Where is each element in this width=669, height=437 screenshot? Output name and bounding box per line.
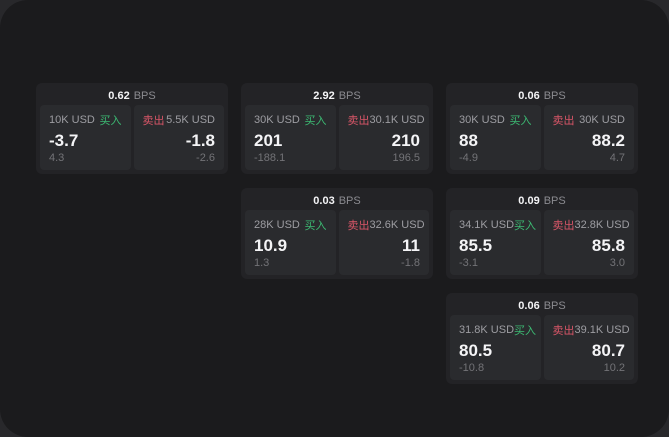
- buy-panel[interactable]: 30K USD 买入 201 -188.1: [245, 105, 336, 170]
- buy-delta: -10.8: [459, 362, 485, 374]
- buy-panel[interactable]: 34.1K USD 买入 85.5 -3.1: [450, 210, 541, 275]
- spread-unit: BPS: [543, 300, 566, 312]
- buy-side-label: 买入: [304, 115, 327, 127]
- quote-card[interactable]: 0.09 BPS 34.1K USD 买入 85.5 -3.1 卖出 32.8K…: [446, 188, 638, 279]
- buy-side-label: 买入: [304, 220, 327, 232]
- spread-value: 0.03: [313, 195, 335, 207]
- buy-amount: 30K USD: [254, 114, 300, 126]
- sell-side-label: 卖出: [552, 220, 575, 232]
- quote-card[interactable]: 0.06 BPS 31.8K USD 买入 80.5 -10.8 卖出 39.1…: [446, 293, 638, 384]
- sell-side-label: 卖出: [347, 220, 370, 232]
- buy-price: 88: [459, 131, 478, 150]
- buy-panel[interactable]: 30K USD 买入 88 -4.9: [450, 105, 541, 170]
- buy-delta: -188.1: [254, 152, 286, 164]
- sell-price: 11: [402, 236, 420, 255]
- quote-card[interactable]: 0.62 BPS 10K USD 买入 -3.7 4.3 卖出 5.5K USD…: [36, 83, 228, 174]
- spread-header: 0.03 BPS: [245, 192, 429, 210]
- sell-panel[interactable]: 卖出 32.8K USD 85.8 3.0: [543, 210, 634, 275]
- sell-panel[interactable]: 卖出 5.5K USD -1.8 -2.6: [133, 105, 224, 170]
- spread-header: 2.92 BPS: [245, 87, 429, 105]
- sell-price: 210: [391, 131, 420, 150]
- spread-value: 0.06: [518, 300, 540, 312]
- sell-panel[interactable]: 卖出 30.1K USD 210 196.5: [338, 105, 429, 170]
- sell-panel[interactable]: 卖出 30K USD 88.2 4.7: [543, 105, 634, 170]
- quote-card[interactable]: 0.03 BPS 28K USD 买入 10.9 1.3 卖出 32.6K US…: [241, 188, 433, 279]
- sell-amount: 32.8K USD: [574, 219, 630, 231]
- sell-delta: 4.7: [609, 152, 625, 164]
- quote-card[interactable]: 0.06 BPS 30K USD 买入 88 -4.9 卖出 30K USD 8…: [446, 83, 638, 174]
- spread-value: 0.09: [518, 195, 540, 207]
- buy-side-label: 买入: [509, 115, 532, 127]
- buy-amount: 30K USD: [459, 114, 505, 126]
- sell-price: 88.2: [591, 131, 625, 150]
- buy-amount: 31.8K USD: [459, 324, 515, 336]
- sell-amount: 39.1K USD: [574, 324, 630, 336]
- buy-delta: -3.1: [459, 257, 478, 269]
- buy-panel[interactable]: 31.8K USD 买入 80.5 -10.8: [450, 315, 541, 380]
- buy-amount: 10K USD: [49, 114, 95, 126]
- buy-side-label: 买入: [99, 115, 122, 127]
- sell-amount: 5.5K USD: [166, 114, 215, 126]
- spread-unit: BPS: [338, 90, 361, 102]
- spread-header: 0.09 BPS: [450, 192, 634, 210]
- spread-value: 0.62: [108, 90, 130, 102]
- buy-amount: 34.1K USD: [459, 219, 515, 231]
- quote-card-grid: 0.62 BPS 10K USD 买入 -3.7 4.3 卖出 5.5K USD…: [36, 83, 638, 384]
- buy-amount: 28K USD: [254, 219, 300, 231]
- spread-value: 0.06: [518, 90, 540, 102]
- spread-header: 0.06 BPS: [450, 297, 634, 315]
- spread-unit: BPS: [543, 90, 566, 102]
- sell-delta: 3.0: [609, 257, 625, 269]
- quote-panels: 10K USD 买入 -3.7 4.3 卖出 5.5K USD -1.8 -2.…: [40, 105, 224, 170]
- sell-amount: 30.1K USD: [369, 114, 425, 126]
- sell-delta: -2.6: [196, 152, 215, 164]
- sell-panel[interactable]: 卖出 32.6K USD 11 -1.8: [338, 210, 429, 275]
- buy-price: 10.9: [254, 236, 288, 255]
- sell-side-label: 卖出: [347, 115, 370, 127]
- sell-price: 80.7: [591, 341, 625, 360]
- sell-delta: 196.5: [392, 152, 420, 164]
- sell-side-label: 卖出: [552, 115, 575, 127]
- buy-price: 85.5: [459, 236, 493, 255]
- sell-amount: 30K USD: [579, 114, 625, 126]
- sell-amount: 32.6K USD: [369, 219, 425, 231]
- spread-unit: BPS: [543, 195, 566, 207]
- sell-panel[interactable]: 卖出 39.1K USD 80.7 10.2: [543, 315, 634, 380]
- quote-card[interactable]: 2.92 BPS 30K USD 买入 201 -188.1 卖出 30.1K …: [241, 83, 433, 174]
- quote-panels: 30K USD 买入 201 -188.1 卖出 30.1K USD 210 1…: [245, 105, 429, 170]
- spread-unit: BPS: [338, 195, 361, 207]
- quote-panels: 34.1K USD 买入 85.5 -3.1 卖出 32.8K USD 85.8…: [450, 210, 634, 275]
- buy-delta: 1.3: [254, 257, 270, 269]
- buy-delta: -4.9: [459, 152, 478, 164]
- buy-panel[interactable]: 28K USD 买入 10.9 1.3: [245, 210, 336, 275]
- buy-side-label: 买入: [514, 325, 537, 337]
- buy-delta: 4.3: [49, 152, 65, 164]
- sell-delta: 10.2: [603, 362, 625, 374]
- sell-side-label: 卖出: [552, 325, 575, 337]
- spread-unit: BPS: [133, 90, 156, 102]
- sell-price: 85.8: [591, 236, 625, 255]
- spread-header: 0.62 BPS: [40, 87, 224, 105]
- spread-value: 2.92: [313, 90, 335, 102]
- buy-price: 80.5: [459, 341, 493, 360]
- quote-panels: 31.8K USD 买入 80.5 -10.8 卖出 39.1K USD 80.…: [450, 315, 634, 380]
- spread-header: 0.06 BPS: [450, 87, 634, 105]
- sell-price: -1.8: [185, 131, 215, 150]
- sell-side-label: 卖出: [142, 115, 165, 127]
- buy-price: -3.7: [49, 131, 79, 150]
- sell-delta: -1.8: [401, 257, 420, 269]
- quote-panels: 28K USD 买入 10.9 1.3 卖出 32.6K USD 11 -1.8: [245, 210, 429, 275]
- buy-side-label: 买入: [514, 220, 537, 232]
- buy-panel[interactable]: 10K USD 买入 -3.7 4.3: [40, 105, 131, 170]
- buy-price: 201: [254, 131, 283, 150]
- quote-panels: 30K USD 买入 88 -4.9 卖出 30K USD 88.2 4.7: [450, 105, 634, 170]
